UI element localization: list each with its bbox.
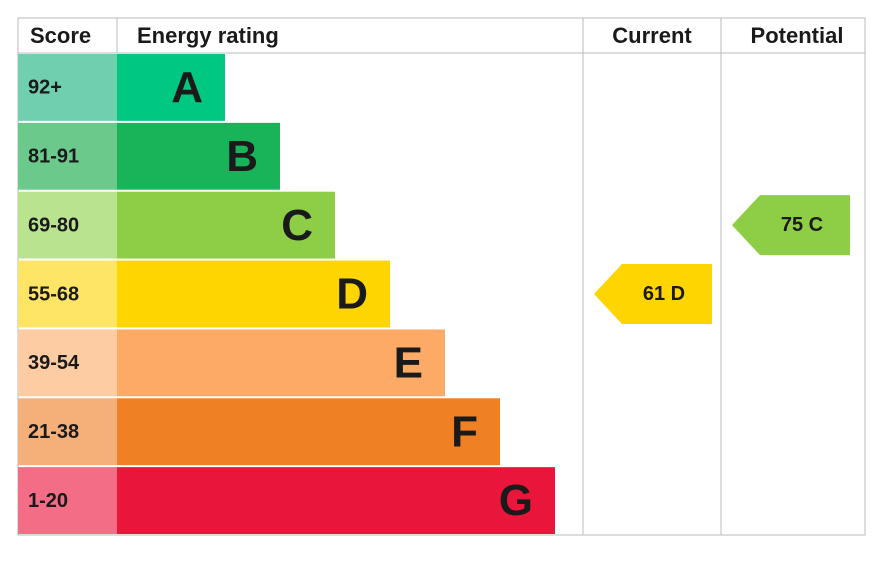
band-letter: E — [394, 338, 423, 387]
band-bar — [117, 191, 335, 259]
score-label: 81-91 — [28, 146, 79, 168]
rating-arrow — [594, 264, 712, 324]
header-score: Score — [30, 23, 91, 48]
score-cell — [18, 260, 117, 328]
band-bar — [117, 329, 445, 397]
score-label: 21-38 — [28, 421, 79, 443]
band-bar — [117, 398, 500, 466]
header-current: Current — [612, 23, 692, 48]
rating-label: 75 C — [781, 214, 823, 236]
rating-letter: C — [809, 214, 823, 236]
score-cell — [18, 398, 117, 466]
band-letter: G — [499, 476, 533, 525]
rating-score: 61 — [643, 283, 665, 305]
rating-letter: D — [671, 283, 685, 305]
band-letter: B — [226, 132, 258, 181]
band-bar — [117, 260, 390, 328]
band-bar — [117, 122, 280, 190]
score-cell — [18, 54, 117, 121]
band-letter: C — [281, 201, 313, 250]
score-label: 69-80 — [28, 214, 79, 236]
score-cell — [18, 467, 117, 534]
rating-arrow — [732, 195, 850, 256]
header-potential: Potential — [751, 23, 844, 48]
score-cell — [18, 191, 117, 259]
band-letter: F — [451, 407, 478, 456]
score-cell — [18, 329, 117, 397]
score-label: 92+ — [28, 77, 62, 99]
score-label: 1-20 — [28, 490, 68, 512]
header-energy-rating: Energy rating — [137, 23, 279, 48]
band-bar — [117, 54, 225, 121]
rating-label: 61 D — [643, 283, 685, 305]
score-label: 39-54 — [28, 352, 80, 374]
band-letter: D — [336, 270, 368, 319]
band-bar — [117, 467, 555, 534]
band-letter: A — [171, 63, 203, 112]
score-cell — [18, 122, 117, 190]
score-label: 55-68 — [28, 283, 79, 305]
rating-score: 75 — [781, 214, 803, 236]
